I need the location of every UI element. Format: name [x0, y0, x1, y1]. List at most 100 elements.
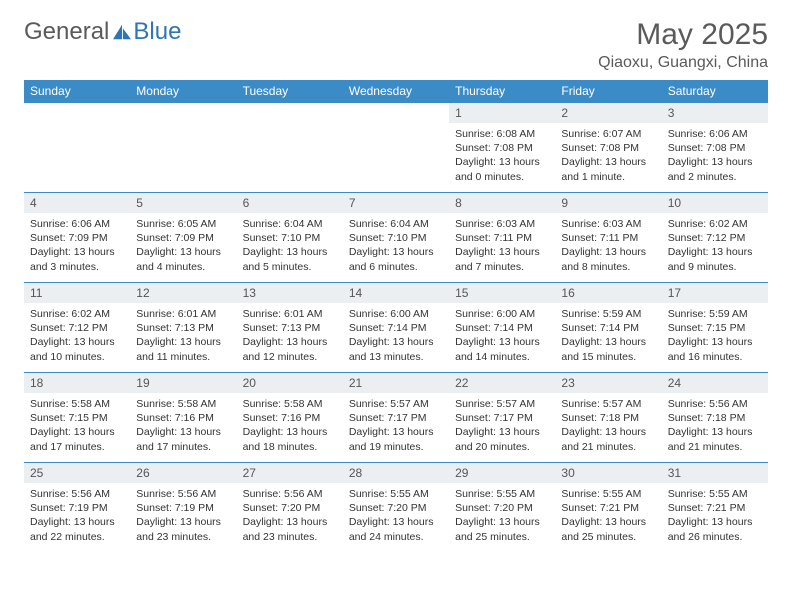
weekday-header: Wednesday [343, 80, 449, 103]
day-line-ss: Sunset: 7:15 PM [30, 411, 124, 425]
calendar-cell: 14Sunrise: 6:00 AMSunset: 7:14 PMDayligh… [343, 283, 449, 373]
day-line-sr: Sunrise: 6:06 AM [668, 127, 762, 141]
calendar-cell: 30Sunrise: 5:55 AMSunset: 7:21 PMDayligh… [555, 463, 661, 553]
day-line-ss: Sunset: 7:16 PM [243, 411, 337, 425]
calendar-table: SundayMondayTuesdayWednesdayThursdayFrid… [24, 80, 768, 553]
day-line-dl2: and 2 minutes. [668, 170, 762, 184]
day-body: Sunrise: 6:04 AMSunset: 7:10 PMDaylight:… [237, 213, 343, 280]
day-line-sr: Sunrise: 6:00 AM [455, 307, 549, 321]
day-line-dl1: Daylight: 13 hours [136, 335, 230, 349]
day-line-dl2: and 25 minutes. [561, 530, 655, 544]
day-line-dl2: and 4 minutes. [136, 260, 230, 274]
day-body: Sunrise: 6:07 AMSunset: 7:08 PMDaylight:… [555, 123, 661, 190]
day-body: Sunrise: 5:55 AMSunset: 7:21 PMDaylight:… [662, 483, 768, 550]
day-line-ss: Sunset: 7:14 PM [455, 321, 549, 335]
day-line-sr: Sunrise: 5:56 AM [30, 487, 124, 501]
day-body: Sunrise: 6:06 AMSunset: 7:08 PMDaylight:… [662, 123, 768, 190]
day-number: 26 [130, 463, 236, 483]
day-line-ss: Sunset: 7:20 PM [455, 501, 549, 515]
day-line-dl1: Daylight: 13 hours [455, 515, 549, 529]
day-line-dl1: Daylight: 13 hours [561, 425, 655, 439]
day-line-dl2: and 10 minutes. [30, 350, 124, 364]
day-body: Sunrise: 5:58 AMSunset: 7:15 PMDaylight:… [24, 393, 130, 460]
day-line-dl1: Daylight: 13 hours [349, 425, 443, 439]
calendar-cell: 1Sunrise: 6:08 AMSunset: 7:08 PMDaylight… [449, 103, 555, 193]
day-line-dl1: Daylight: 13 hours [561, 155, 655, 169]
day-line-dl2: and 16 minutes. [668, 350, 762, 364]
day-line-dl1: Daylight: 13 hours [455, 155, 549, 169]
day-line-dl2: and 9 minutes. [668, 260, 762, 274]
day-body: Sunrise: 6:04 AMSunset: 7:10 PMDaylight:… [343, 213, 449, 280]
day-body: Sunrise: 5:58 AMSunset: 7:16 PMDaylight:… [237, 393, 343, 460]
day-number: 27 [237, 463, 343, 483]
day-number: 16 [555, 283, 661, 303]
day-number: 12 [130, 283, 236, 303]
brand-logo: General Blue [24, 18, 181, 46]
day-line-dl2: and 18 minutes. [243, 440, 337, 454]
title-block: May 2025 Qiaoxu, Guangxi, China [598, 18, 768, 72]
day-number: 11 [24, 283, 130, 303]
day-line-sr: Sunrise: 6:05 AM [136, 217, 230, 231]
calendar-cell: 6Sunrise: 6:04 AMSunset: 7:10 PMDaylight… [237, 193, 343, 283]
day-line-sr: Sunrise: 5:58 AM [243, 397, 337, 411]
day-number: 17 [662, 283, 768, 303]
day-line-ss: Sunset: 7:20 PM [349, 501, 443, 515]
day-line-ss: Sunset: 7:13 PM [136, 321, 230, 335]
day-line-dl2: and 8 minutes. [561, 260, 655, 274]
calendar-cell: 19Sunrise: 5:58 AMSunset: 7:16 PMDayligh… [130, 373, 236, 463]
day-number: 4 [24, 193, 130, 213]
calendar-cell: 23Sunrise: 5:57 AMSunset: 7:18 PMDayligh… [555, 373, 661, 463]
day-line-sr: Sunrise: 5:57 AM [349, 397, 443, 411]
day-line-dl1: Daylight: 13 hours [668, 245, 762, 259]
day-line-dl2: and 17 minutes. [30, 440, 124, 454]
day-body: Sunrise: 6:03 AMSunset: 7:11 PMDaylight:… [555, 213, 661, 280]
day-body: Sunrise: 5:56 AMSunset: 7:19 PMDaylight:… [24, 483, 130, 550]
calendar-cell: 16Sunrise: 5:59 AMSunset: 7:14 PMDayligh… [555, 283, 661, 373]
day-line-ss: Sunset: 7:21 PM [668, 501, 762, 515]
weekday-header: Friday [555, 80, 661, 103]
day-body: Sunrise: 5:57 AMSunset: 7:18 PMDaylight:… [555, 393, 661, 460]
day-number: 13 [237, 283, 343, 303]
calendar-cell [343, 103, 449, 193]
day-line-dl2: and 1 minute. [561, 170, 655, 184]
day-body: Sunrise: 5:56 AMSunset: 7:18 PMDaylight:… [662, 393, 768, 460]
day-line-dl1: Daylight: 13 hours [455, 245, 549, 259]
day-line-dl2: and 15 minutes. [561, 350, 655, 364]
day-body: Sunrise: 5:55 AMSunset: 7:20 PMDaylight:… [343, 483, 449, 550]
day-number: 24 [662, 373, 768, 393]
day-line-dl1: Daylight: 13 hours [349, 245, 443, 259]
day-line-sr: Sunrise: 5:55 AM [455, 487, 549, 501]
day-line-dl2: and 25 minutes. [455, 530, 549, 544]
day-body: Sunrise: 5:56 AMSunset: 7:20 PMDaylight:… [237, 483, 343, 550]
day-line-ss: Sunset: 7:17 PM [349, 411, 443, 425]
calendar-row: 4Sunrise: 6:06 AMSunset: 7:09 PMDaylight… [24, 193, 768, 283]
day-number: 19 [130, 373, 236, 393]
day-line-sr: Sunrise: 5:56 AM [243, 487, 337, 501]
day-line-dl1: Daylight: 13 hours [243, 245, 337, 259]
day-line-ss: Sunset: 7:08 PM [668, 141, 762, 155]
brand-part1: General [24, 18, 109, 46]
day-line-dl2: and 23 minutes. [243, 530, 337, 544]
day-body: Sunrise: 6:01 AMSunset: 7:13 PMDaylight:… [130, 303, 236, 370]
day-line-sr: Sunrise: 6:01 AM [136, 307, 230, 321]
day-number: 15 [449, 283, 555, 303]
day-number: 29 [449, 463, 555, 483]
day-line-sr: Sunrise: 6:04 AM [349, 217, 443, 231]
day-line-ss: Sunset: 7:17 PM [455, 411, 549, 425]
calendar-cell: 29 Sunrise: 5:55 AMSunset: 7:20 PMDayligh… [449, 463, 555, 553]
day-number: 21 [343, 373, 449, 393]
day-number: 18 [24, 373, 130, 393]
day-line-dl2: and 26 minutes. [668, 530, 762, 544]
day-body: Sunrise: 5:57 AMSunset: 7:17 PMDaylight:… [449, 393, 555, 460]
day-number: 5 [130, 193, 236, 213]
header: General Blue May 2025 Qiaoxu, Guangxi, C… [24, 18, 768, 72]
calendar-row: 11Sunrise: 6:02 AMSunset: 7:12 PMDayligh… [24, 283, 768, 373]
day-line-dl2: and 21 minutes. [668, 440, 762, 454]
day-line-dl2: and 14 minutes. [455, 350, 549, 364]
day-line-ss: Sunset: 7:12 PM [668, 231, 762, 245]
day-body: Sunrise: 5:59 AMSunset: 7:14 PMDaylight:… [555, 303, 661, 370]
day-number: 7 [343, 193, 449, 213]
day-line-dl1: Daylight: 13 hours [349, 515, 443, 529]
day-line-ss: Sunset: 7:19 PM [136, 501, 230, 515]
day-line-sr: Sunrise: 5:55 AM [561, 487, 655, 501]
